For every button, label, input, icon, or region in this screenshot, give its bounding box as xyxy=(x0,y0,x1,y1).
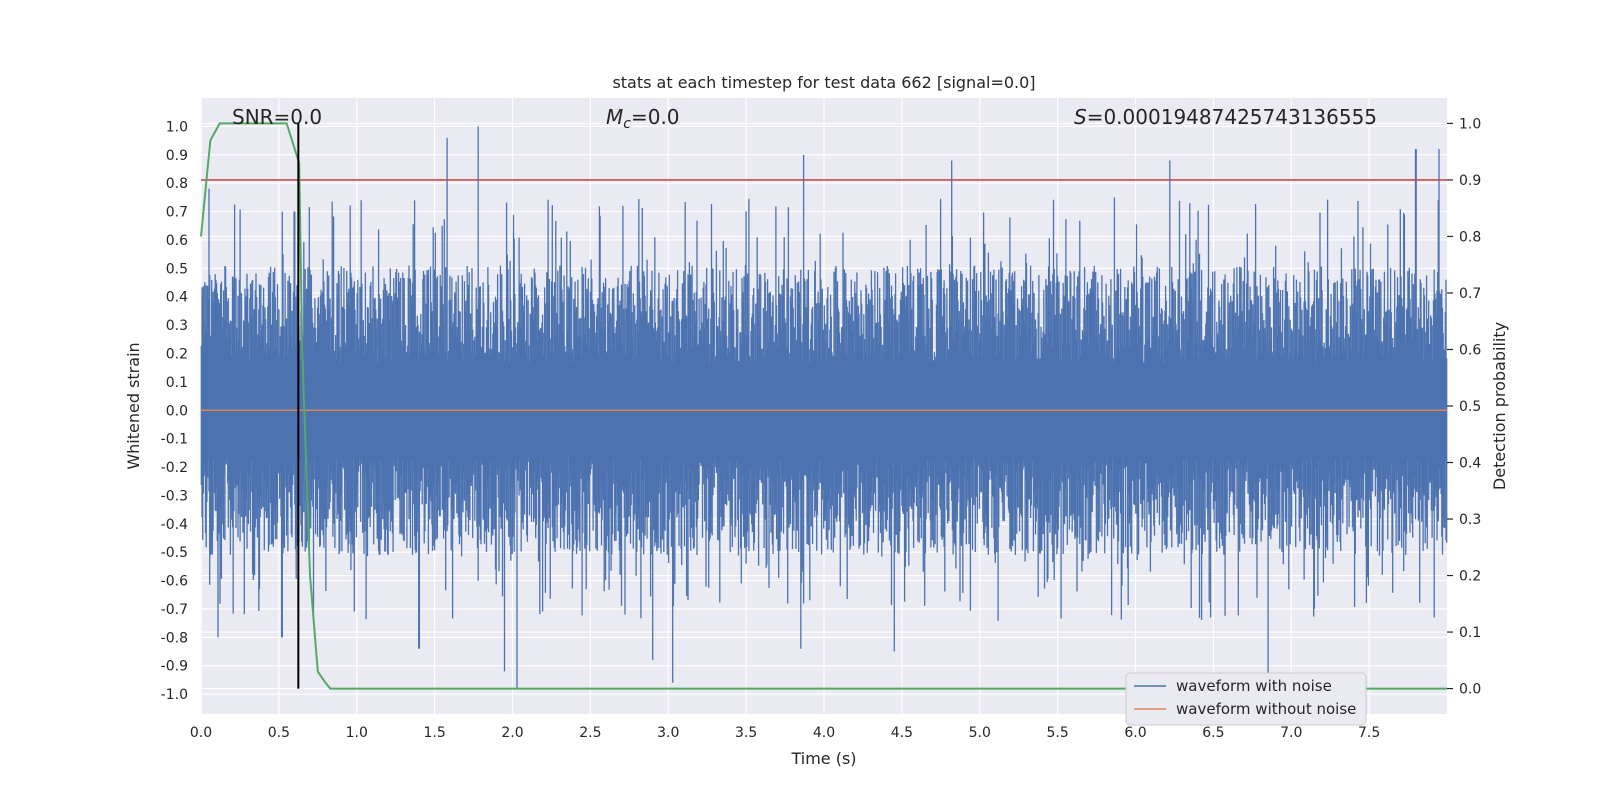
s-symbol: S xyxy=(1074,105,1087,129)
line-series xyxy=(200,122,1447,690)
x-tick-label: 3.5 xyxy=(735,725,757,741)
y2-tick-label: 0.0 xyxy=(1459,682,1481,698)
y-tick-label: -0.9 xyxy=(161,659,188,675)
x-axis-title: Time (s) xyxy=(790,749,856,768)
x-tick-label: 1.0 xyxy=(346,725,368,741)
y2-tick-label: 0.3 xyxy=(1459,512,1481,528)
x-tick-label: 1.5 xyxy=(423,725,445,741)
legend-box xyxy=(1125,672,1367,726)
y-tick-label: -0.5 xyxy=(161,545,188,561)
y-tick-label: -0.6 xyxy=(161,574,188,590)
y-tick-label: -0.8 xyxy=(161,630,188,646)
y-tick-label: 1.0 xyxy=(166,119,188,135)
chart-title: stats at each timestep for test data 662… xyxy=(612,73,1035,92)
mc-value: =0.0 xyxy=(631,105,680,129)
x-tick-label: 3.0 xyxy=(657,725,679,741)
x-tick-label: 2.0 xyxy=(501,725,523,741)
legend: waveform with noise waveform without noi… xyxy=(1125,672,1367,726)
mc-symbol: M xyxy=(606,105,623,129)
y-tick-label: 0.2 xyxy=(166,346,188,362)
noise-series xyxy=(200,126,1448,689)
y2-tick-label: 0.6 xyxy=(1459,342,1481,358)
y2-tick-label: 0.7 xyxy=(1459,286,1481,302)
x-tick-label: 4.0 xyxy=(813,725,835,741)
x-tick-label: 2.5 xyxy=(579,725,601,741)
x-tick-label: 7.0 xyxy=(1280,725,1302,741)
x-tick-label: 6.5 xyxy=(1202,725,1224,741)
y-tick-label: 0.8 xyxy=(166,176,188,192)
x-tick-label: 6.0 xyxy=(1124,725,1146,741)
y-tick-label: 0.1 xyxy=(166,375,188,391)
x-tick-label: 5.5 xyxy=(1046,725,1068,741)
y2-tick-label: 0.5 xyxy=(1459,399,1481,415)
y-tick-label: 0.3 xyxy=(166,318,188,334)
s-annotation: S=0.00019487425743136555 xyxy=(1074,105,1377,129)
y-tick-label: 0.7 xyxy=(166,205,188,221)
y-tick-label: 0.5 xyxy=(166,261,188,277)
series-waveform-with-noise xyxy=(200,126,1448,689)
y-tick-label: 0.9 xyxy=(166,148,188,164)
snr-annotation: SNR=0.0 xyxy=(232,105,322,129)
legend-label-noise: waveform with noise xyxy=(1176,677,1332,695)
mc-annotation: Mc=0.0 xyxy=(606,105,680,132)
y-tick-label: 0.4 xyxy=(166,290,188,306)
y2-axis-title: Detection probability xyxy=(1490,322,1509,490)
y-tick-label: -0.2 xyxy=(161,460,188,476)
y-axis-title: Whitened strain xyxy=(124,342,143,469)
x-tick-label: 7.5 xyxy=(1358,725,1380,741)
ticks: 0.0 0.5 1.0 1.5 2.0 2.5 3.0 3.5 4.0 4.5 5.0 5.5 6.0 6… xyxy=(161,116,1482,741)
legend-label-clean: waveform without noise xyxy=(1176,700,1356,718)
y2-tick-label: 0.2 xyxy=(1459,569,1481,585)
mc-subscript: c xyxy=(623,116,631,132)
x-tick-label: 0.5 xyxy=(268,725,290,741)
x-tick-label: 4.5 xyxy=(891,725,913,741)
y-tick-label: -0.1 xyxy=(161,432,188,448)
y-tick-label: -0.4 xyxy=(161,517,188,533)
y-tick-label: 0.0 xyxy=(166,403,188,419)
s-value: =0.00019487425743136555 xyxy=(1087,105,1377,129)
series-detection-probability xyxy=(200,122,1447,690)
x-tick-label: 5.0 xyxy=(969,725,991,741)
y-tick-label: -1.0 xyxy=(161,687,188,703)
y2-tick-label: 1.0 xyxy=(1459,116,1481,132)
x-tick-label: 0.0 xyxy=(190,725,212,741)
y2-tick-label: 0.4 xyxy=(1459,456,1481,472)
y-tick-label: -0.7 xyxy=(161,602,188,618)
y2-tick-label: 0.1 xyxy=(1459,625,1481,641)
y-tick-label: 0.6 xyxy=(166,233,188,249)
y2-tick-label: 0.9 xyxy=(1459,173,1481,189)
y2-tick-label: 0.8 xyxy=(1459,229,1481,245)
y-tick-label: -0.3 xyxy=(161,488,188,504)
